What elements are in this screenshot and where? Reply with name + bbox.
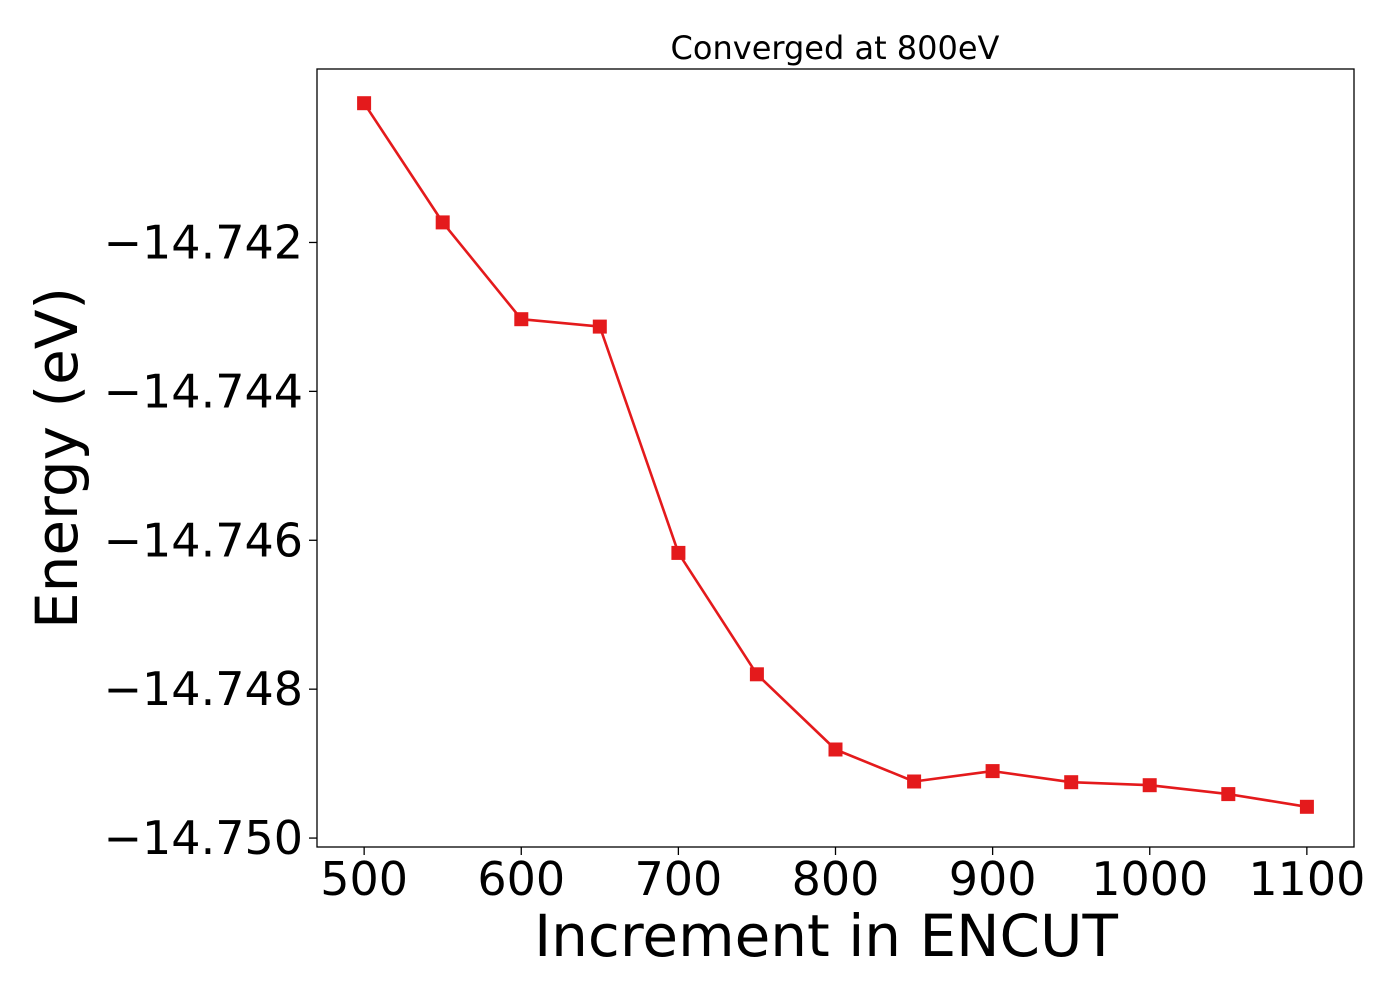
data-point-marker: [435, 215, 450, 230]
data-point-marker: [1299, 799, 1314, 814]
y-axis-title: Energy (eV): [23, 287, 91, 629]
data-point-marker: [1221, 787, 1236, 802]
x-tick-label: 900: [949, 852, 1037, 906]
data-point-marker: [749, 667, 764, 682]
series-layer: [357, 96, 1314, 814]
data-point-marker: [985, 764, 1000, 779]
y-tick-label: −14.742: [104, 215, 304, 269]
data-point-marker: [592, 319, 607, 334]
x-tick-label: 1000: [1091, 852, 1208, 906]
x-tick-label: 500: [320, 852, 408, 906]
x-tick-label: 600: [477, 852, 565, 906]
data-point-marker: [357, 96, 372, 111]
x-tick-label: 700: [634, 852, 722, 906]
y-axis-ticks: −14.742 −14.744 −14.746 −14.748 −14.750: [104, 215, 317, 865]
x-tick-label: 1100: [1248, 852, 1365, 906]
series-line: [363, 102, 1308, 809]
y-tick-label: −14.750: [104, 811, 304, 865]
y-tick-label: −14.744: [104, 364, 304, 418]
data-point-marker: [907, 774, 922, 789]
y-tick-label: −14.746: [104, 513, 304, 567]
data-point-marker: [671, 545, 686, 560]
plot-area-frame: [316, 68, 1355, 848]
chart-title: Converged at 800eV: [671, 29, 1000, 67]
x-axis-title: Increment in ENCUT: [534, 902, 1118, 970]
y-tick-label: −14.748: [104, 662, 304, 716]
x-tick-label: 800: [792, 852, 880, 906]
data-point-marker: [1142, 778, 1157, 793]
data-point-marker: [828, 742, 843, 757]
x-axis-ticks: 500 600 700 800 900 1000 1100: [320, 847, 1365, 906]
data-point-marker: [514, 312, 529, 327]
data-point-marker: [1064, 775, 1079, 790]
